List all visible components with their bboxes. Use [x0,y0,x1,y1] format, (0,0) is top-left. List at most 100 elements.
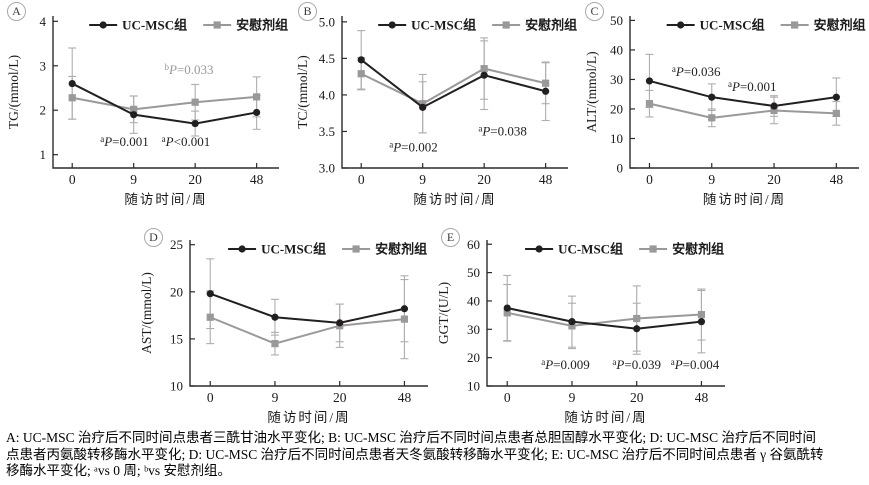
x-tick-label: 20 [630,390,644,405]
legend-label: UC-MSC组 [558,242,623,257]
legend-label: 安慰剂组 [672,242,724,257]
legend-label: UC-MSC组 [122,18,187,33]
y-tick-label: 60 [467,237,480,252]
p-value-annotation: aP=0.009 [541,357,590,372]
legend-label: 安慰剂组 [375,242,427,257]
y-tick-label: 4.5 [319,51,335,66]
y-tick-label: 25 [170,237,183,252]
x-tick-label: 20 [477,172,491,187]
p-value-annotation: aP=0.039 [612,357,661,372]
x-axis-title: 随访时间/周 [564,410,647,425]
series-line-placebo [360,67,546,105]
y-tick-label: 30 [467,322,480,337]
panel-label-D: D [144,228,163,247]
caption-line-1: A: UC-MSC 治疗后不同时间点患者三酰甘油水平变化; B: UC-MSC … [6,430,817,445]
axes [189,240,428,387]
x-tick-label: 9 [419,172,426,187]
series-line-placebo [72,95,257,111]
chart-C-svg: 0 10 20 30 40 50 0 9 20 48 ALT/(mmol/L) 随访时间/周 UC-MS… [584,13,866,207]
y-tick-label: 30 [610,72,623,87]
panel-label-B: B [298,2,317,21]
x-axis-title: 随访时间/周 [703,192,786,207]
chart-panel-E: E 10 20 30 40 50 60 0 9 20 48 GGT/(U/L) 随访时间/周 UC-MSC… [431,226,737,432]
y-tick-label: 40 [610,42,623,57]
y-tick-label: 20 [170,284,183,299]
x-axis-title: 随访时间/周 [267,410,350,425]
x-axis-title: 随访时间/周 [124,192,207,207]
x-tick-label: 9 [130,172,137,187]
chart-E-svg: 10 20 30 40 50 60 0 9 20 48 GGT/(U/L) 随访时间/周 UC-MSC组… [436,237,725,425]
y-tick-label: 4.0 [319,87,335,102]
chart-panel-D: D 10 15 20 25 0 9 20 48 AST/(mmol/L) 随访时间/周 UC-MSC组… [134,226,440,432]
series-line-ucmsc [507,307,702,330]
p-value-annotation: aP<0.001 [162,134,211,149]
chart-B-svg: 3.0 3.5 4.0 4.5 5.0 0 9 20 48 TC/(mmol/L) 随访时间/周 UC… [295,14,577,207]
x-tick-label: 48 [695,390,709,405]
y-tick-label: 10 [467,379,480,394]
p-value-annotation: aP=0.036 [672,64,721,79]
p-value-annotation: aP=0.001 [728,79,777,94]
x-tick-label: 48 [830,172,844,187]
series-line-placebo [209,316,405,345]
y-axis-title: AST/(mmol/L) [139,272,154,354]
axes [341,16,568,169]
series-line-ucmsc [649,79,837,108]
y-tick-label: 10 [610,131,623,146]
y-tick-label: 50 [610,13,623,28]
x-tick-label: 0 [358,172,365,187]
p-value-annotation: aP=0.038 [478,123,527,138]
chart-D-svg: 10 15 20 25 0 9 20 48 AST/(mmol/L) 随访时间/周 UC-MSC组 安… [139,237,428,425]
x-tick-label: 0 [207,390,214,405]
y-tick-label: 10 [170,379,183,394]
y-axis-title: TG/(mmol/L) [6,55,21,129]
y-tick-label: 2 [40,103,47,118]
x-tick-label: 9 [708,172,715,187]
y-tick-label: 1 [40,147,47,162]
y-axis-title: GGT/(U/L) [436,282,451,344]
legend-label: UC-MSC组 [411,18,476,33]
y-tick-label: 3.0 [319,161,335,176]
series-line-placebo [649,102,837,119]
p-value-annotation: aP=0.002 [389,140,438,155]
x-tick-label: 0 [504,390,511,405]
y-tick-label: 40 [467,293,480,308]
figure-caption: A: UC-MSC 治疗后不同时间点患者三酰甘油水平变化; B: UC-MSC … [6,430,864,480]
x-tick-label: 0 [69,172,76,187]
x-tick-label: 9 [272,390,279,405]
x-axis-title: 随访时间/周 [413,192,496,207]
y-tick-label: 3 [40,58,47,73]
caption-line-3: 移酶水平变化; ᵃvs 0 周; ᵇvs 安慰剂组。 [6,463,232,478]
legend-label: 安慰剂组 [525,18,577,33]
y-axis-title: ALT/(mmol/L) [584,51,599,132]
y-tick-label: 20 [610,101,623,116]
panel-label-C: C [585,2,604,21]
chart-panel-A: A 1 2 3 4 0 9 20 48 TG/(mmol/L) 随访时间/周 UC-MSC组 安慰剂组 b… [1,2,289,214]
chart-panel-C: C 0 10 20 30 40 50 0 9 20 48 ALT/(mmol/L) 随访时间/周 UC-M… [579,2,868,214]
chart-A-svg: 1 2 3 4 0 9 20 48 TG/(mmol/L) 随访时间/周 UC-MSC组 安慰剂组 bP… [6,14,288,207]
legend-label: 安慰剂组 [236,18,288,33]
y-tick-label: 5.0 [319,14,335,29]
y-tick-label: 3.5 [319,124,335,139]
series-line-ucmsc [360,59,546,109]
chart-panel-B: B 3.0 3.5 4.0 4.5 5.0 0 9 20 48 TC/(mmol/L) 随访时间/周 U… [290,2,578,214]
y-tick-label: 4 [40,14,47,29]
legend-label: 安慰剂组 [814,18,866,33]
y-tick-label: 15 [170,331,183,346]
panel-label-E: E [441,228,460,247]
axes [52,16,279,169]
x-tick-label: 48 [539,172,553,187]
caption-line-2: 点患者丙氨酸转移酶水平变化; D: UC-MSC 治疗后不同时间点患者天冬氨酸转… [6,446,824,462]
x-tick-label: 48 [398,390,412,405]
p-value-annotation: aP=0.001 [100,134,149,149]
p-value-annotation: bP=0.033 [164,62,213,77]
y-tick-label: 50 [467,265,480,280]
series-line-ucmsc [209,292,405,324]
y-axis-title: TC/(mmol/L) [295,55,310,129]
x-tick-label: 48 [250,172,264,187]
x-tick-label: 20 [188,172,202,187]
legend-label: UC-MSC组 [700,18,765,33]
x-tick-label: 20 [333,390,347,405]
series-line-placebo [507,311,702,327]
series-line-ucmsc [71,82,257,125]
